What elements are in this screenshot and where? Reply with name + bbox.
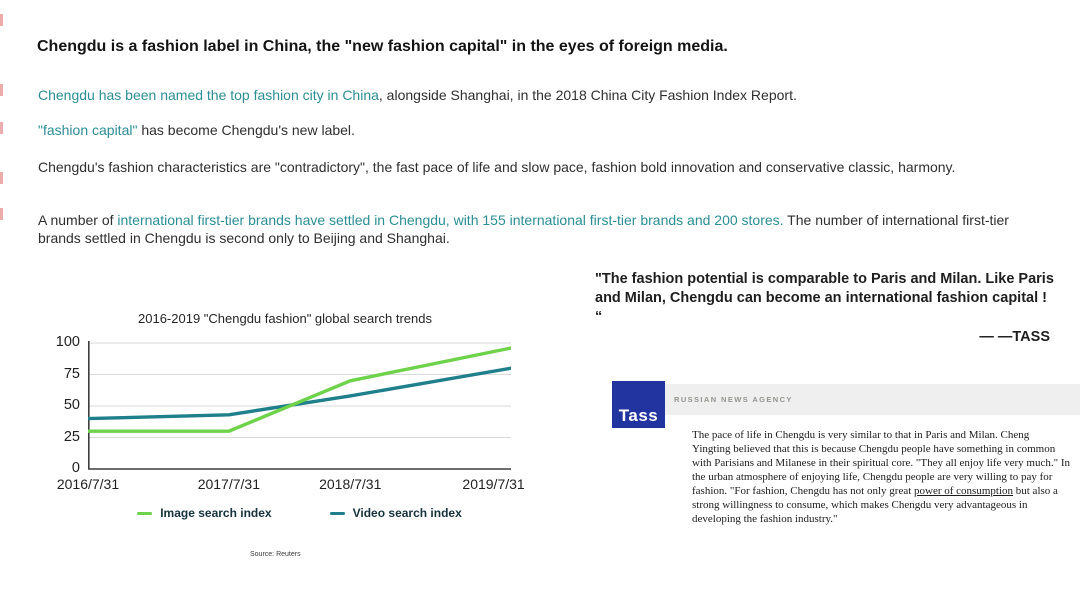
page-title: Chengdu is a fashion label in China, the… [37,38,728,55]
tass-article-paragraph: The pace of life in Chengdu is very simi… [692,428,1070,526]
x-tick-label: 2016/7/31 [56,476,120,492]
x-tick-label: 2018/7/31 [319,476,382,492]
tass-logo: Tass [612,381,665,428]
edge-mark [0,208,3,220]
paragraph-fashion-city: Chengdu has been named the top fashion c… [38,86,1030,104]
paragraph-characteristics: Chengdu's fashion characteristics are "c… [38,159,956,175]
legend-item: Video search index [329,506,462,520]
y-axis-labels: 0 25 50 75 100 [28,334,80,476]
legend-dash-icon [137,511,153,515]
paragraph-brands-suffix: The number of international first-tier b… [38,212,1009,246]
x-tick-label: 2017/7/31 [197,476,260,492]
legend-label: Image search index [160,506,272,520]
link-power-of-consumption[interactable]: power of consumption [914,485,1013,497]
paragraph-brands-prefix: A number of [38,212,118,228]
y-tick-label: 75 [63,365,80,382]
legend-label: Video search index [352,506,462,520]
link-first-tier-brands[interactable]: international first-tier brands have set… [117,212,784,228]
edge-mark [0,14,3,26]
tass-quote: "The fashion potential is comparable to … [595,271,1054,325]
legend-dash-icon [329,511,345,515]
chart-source: Source: Reuters [250,551,301,558]
tass-quote-attribution: — —TASS [979,329,1050,345]
x-axis-labels: 2016/7/31 2017/7/31 2018/7/31 2019/7/31 [57,476,525,496]
edge-mark [0,122,3,134]
paragraph-fashion-city-rest: , alongside Shanghai, in the 2018 China … [378,87,797,103]
tass-paragraph-before: The pace of life in Chengdu is very simi… [692,429,1070,497]
y-tick-label: 50 [63,397,80,413]
chart-title: 2016-2019 "Chengdu fashion" global searc… [138,311,432,326]
y-tick-label: 100 [55,334,80,350]
edge-mark [0,84,3,96]
tass-logo-text: Tass [618,406,659,425]
tass-header-band [612,384,1080,415]
image-search-index-line [88,346,511,433]
trend-chart-svg [88,341,511,470]
paragraph-brands: A number of international first-tier bra… [38,211,1030,247]
y-tick-label: 0 [71,460,80,476]
x-tick-label: 2019/7/31 [462,476,525,492]
paragraph-fashion-capital-rest: has become Chengdu's new label. [137,122,355,138]
y-tick-label: 25 [63,428,80,445]
chart-legend: Image search index Video search index [88,506,511,520]
legend-item: Image search index [137,506,272,520]
tass-paragraph-after: but also a strong willingness to consume… [692,485,1058,525]
link-top-fashion-city[interactable]: Chengdu has been named the top fashion c… [38,87,379,103]
link-fashion-capital[interactable]: "fashion capital" [38,122,138,138]
paragraph-fashion-capital: "fashion capital" has become Chengdu's n… [38,121,1030,139]
video-search-index-line [88,366,511,421]
tass-agency-label: RUSSIAN NEWS AGENCY [674,395,793,404]
edge-mark [0,172,3,184]
